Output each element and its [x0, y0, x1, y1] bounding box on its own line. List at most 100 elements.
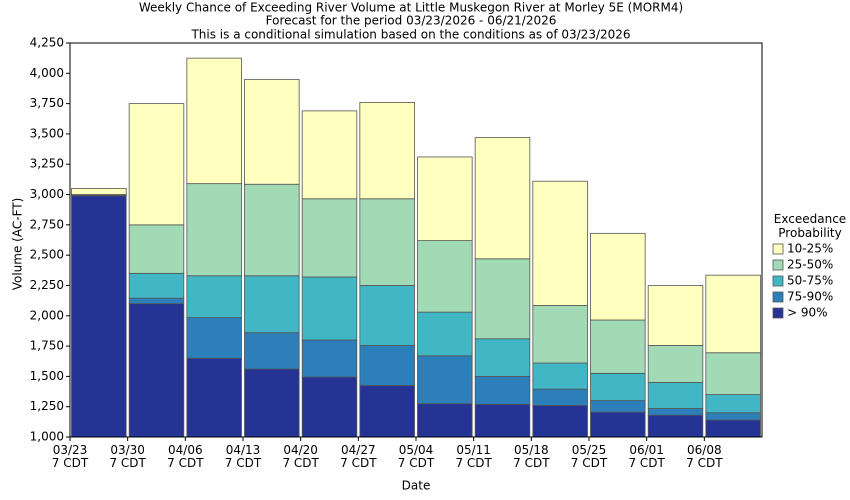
bar-segment — [244, 183, 300, 277]
legend-label: 10-25% — [787, 242, 833, 256]
bar-segment — [359, 198, 415, 286]
y-tick-label: 2,750 — [30, 217, 64, 231]
bar-segment — [590, 319, 646, 374]
bar-segment — [128, 303, 185, 438]
bar-segment — [186, 275, 242, 318]
bar-segment — [705, 394, 761, 414]
bar-segment — [705, 352, 761, 395]
bar-segment — [301, 198, 358, 278]
bar-segment — [301, 110, 358, 200]
bar-segment — [186, 317, 242, 359]
y-tick-label: 2,000 — [30, 308, 64, 322]
x-tick-label: 06/08 7 CDT — [686, 443, 723, 470]
x-axis-label: Date — [402, 479, 431, 493]
bar-segment — [647, 345, 704, 383]
bar-segment — [244, 368, 300, 438]
bar-segment — [359, 345, 415, 386]
bar-segment — [532, 388, 588, 406]
y-tick-label: 1,000 — [30, 430, 64, 444]
legend-label: 25-50% — [787, 258, 833, 272]
y-tick-label: 3,000 — [30, 187, 64, 201]
x-tick-label: 04/06 7 CDT — [167, 443, 204, 470]
bar-segment — [705, 419, 761, 438]
bar-segment — [474, 258, 531, 340]
bar-segment — [474, 375, 531, 405]
y-tick-label: 3,500 — [30, 126, 64, 140]
bar-segment — [474, 137, 531, 260]
bar-segment — [128, 224, 185, 274]
bar-segment — [705, 274, 761, 354]
legend-swatch — [772, 243, 784, 255]
chart-title: Weekly Chance of Exceeding River Volume … — [139, 1, 683, 15]
bar-segment — [590, 372, 646, 402]
y-tick-label: 1,250 — [30, 399, 64, 413]
bar-segment — [417, 355, 473, 405]
bar-segment — [417, 156, 473, 242]
bar-segment — [647, 285, 704, 346]
legend-swatch — [772, 307, 784, 319]
bar-segment — [417, 311, 473, 357]
bar-segment — [474, 403, 531, 438]
bar-segment — [244, 78, 300, 185]
bar-segment — [359, 385, 415, 438]
legend-label: 50-75% — [787, 274, 833, 288]
bar-segment — [590, 232, 646, 321]
bar-segment — [301, 376, 358, 438]
bar-segment — [128, 103, 185, 226]
x-tick-label: 05/11 7 CDT — [455, 443, 492, 470]
legend-swatch — [772, 259, 784, 271]
legend-swatch — [772, 275, 784, 287]
bar-segment — [532, 305, 588, 364]
bar-segment — [128, 272, 185, 299]
bar-segment — [532, 180, 588, 306]
bar-segment — [532, 362, 588, 390]
bar-segment — [71, 188, 127, 195]
y-tick-label: 3,750 — [30, 96, 64, 110]
bar-segment — [705, 412, 761, 421]
y-tick-label: 2,500 — [30, 248, 64, 262]
x-tick-label: 05/04 7 CDT — [397, 443, 435, 470]
x-tick-label: 03/23 7 CDT — [51, 443, 89, 470]
bar-segment — [474, 338, 531, 377]
y-tick-label: 1,750 — [30, 339, 64, 353]
x-tick-label: 05/18 7 CDT — [513, 443, 550, 470]
x-tick-label: 04/27 7 CDT — [340, 443, 377, 470]
bar-segment — [359, 285, 415, 346]
y-axis-label: Volume (AC-FT) — [11, 198, 25, 291]
bar-segment — [647, 382, 704, 409]
bar-segment — [71, 195, 127, 438]
bar-segment — [417, 403, 473, 438]
y-tick-label: 4,250 — [30, 36, 64, 50]
bar-segment — [647, 414, 704, 438]
x-tick-label: 04/20 7 CDT — [282, 443, 319, 470]
bar-segment — [186, 183, 242, 277]
legend-title: Exceedance Probability — [773, 212, 847, 240]
y-tick-label: 1,500 — [30, 369, 64, 383]
chart-note: This is a conditional simulation based o… — [190, 28, 630, 42]
x-tick-label: 06/01 7 CDT — [628, 443, 665, 470]
legend-label: 75-90% — [787, 290, 833, 304]
y-tick-label: 2,250 — [30, 278, 64, 292]
y-tick-label: 3,250 — [30, 157, 64, 171]
y-tick-label: 4,000 — [30, 66, 64, 80]
bar-segment — [417, 240, 473, 313]
bar-segment — [590, 411, 646, 438]
legend-swatch — [772, 291, 784, 303]
bar-segment — [532, 405, 588, 438]
bar-segment — [244, 275, 300, 334]
x-tick-label: 03/30 7 CDT — [109, 443, 146, 470]
x-tick-label: 04/13 7 CDT — [224, 443, 262, 470]
x-tick-label: 05/25 7 CDT — [570, 443, 608, 470]
bar-segment — [590, 400, 646, 413]
bar-segment — [244, 332, 300, 370]
bar-segment — [301, 276, 358, 341]
bar-segment — [186, 57, 242, 185]
chart-subtitle: Forecast for the period 03/23/2026 - 06/… — [266, 14, 557, 28]
bar-segment — [647, 408, 704, 416]
bar-segment — [301, 339, 358, 378]
bar-segment — [186, 357, 242, 438]
legend-label: > 90% — [787, 306, 828, 320]
bar-segment — [128, 297, 185, 305]
